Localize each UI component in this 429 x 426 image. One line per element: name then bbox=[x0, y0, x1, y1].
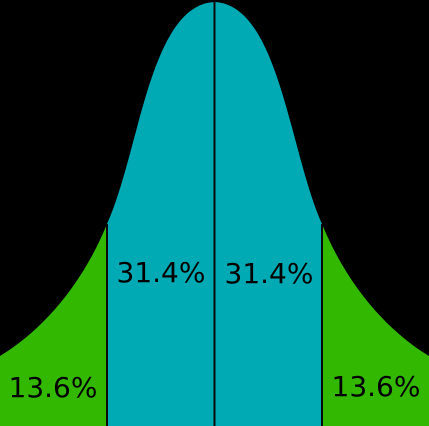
label-left-outer: 13.6% bbox=[9, 371, 98, 404]
region-left-inner bbox=[107, 2, 215, 426]
label-right-inner: 31.4% bbox=[225, 257, 314, 290]
label-left-inner: 31.4% bbox=[117, 256, 206, 289]
region-right-outer bbox=[322, 224, 429, 426]
label-right-outer: 13.6% bbox=[332, 370, 421, 403]
region-right-inner bbox=[214, 2, 322, 426]
region-left-outer bbox=[0, 224, 107, 426]
